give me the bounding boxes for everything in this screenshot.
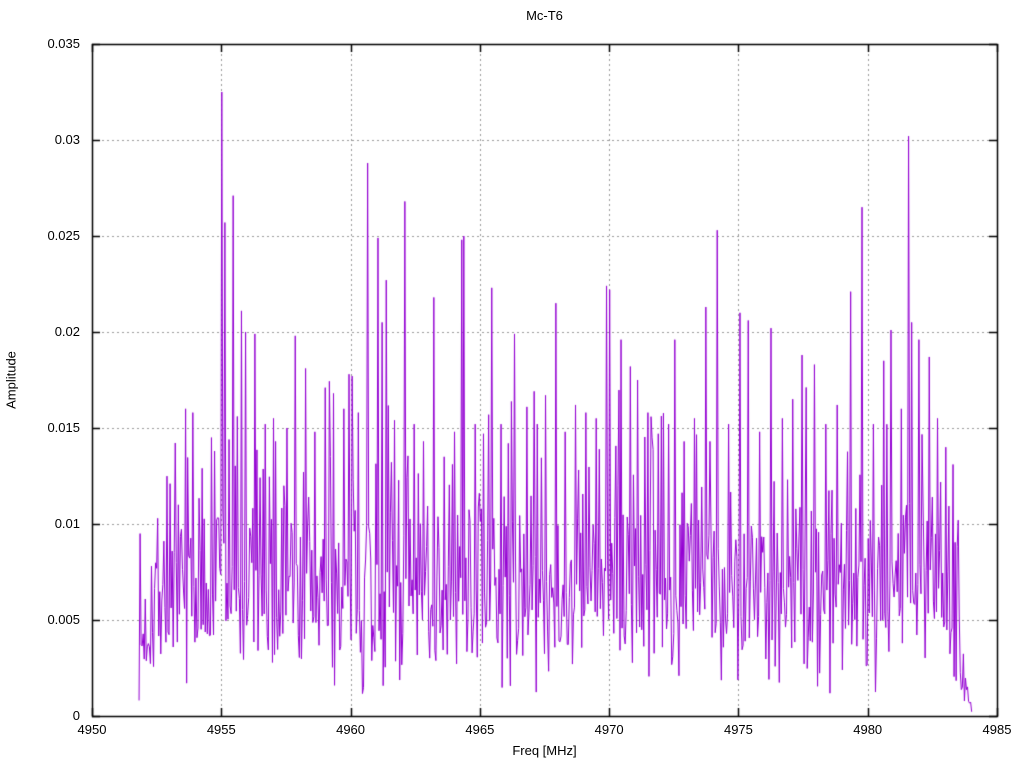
y-tick-label: 0.005	[47, 612, 80, 627]
x-axis-label: Freq [MHz]	[512, 743, 577, 758]
y-tick-label: 0.02	[54, 324, 80, 339]
x-tick-label: 4950	[77, 722, 107, 737]
y-tick-label: 0.025	[47, 228, 80, 243]
x-tick-label: 4965	[465, 722, 495, 737]
x-tick-label: 4980	[853, 722, 883, 737]
y-tick-label: 0.035	[47, 36, 80, 51]
x-tick-label: 4975	[723, 722, 753, 737]
x-tick-label: 4985	[982, 722, 1012, 737]
y-tick-label: 0.01	[54, 516, 80, 531]
x-tick-label: 4960	[336, 722, 366, 737]
y-tick-label: 0	[72, 708, 80, 723]
y-tick-label: 0.03	[54, 132, 80, 147]
x-tick-label: 4970	[594, 722, 624, 737]
x-tick-label: 4955	[206, 722, 236, 737]
chart-title: Mc-T6	[526, 8, 563, 23]
y-axis-label: Amplitude	[3, 351, 19, 409]
y-tick-label: 0.015	[47, 420, 80, 435]
